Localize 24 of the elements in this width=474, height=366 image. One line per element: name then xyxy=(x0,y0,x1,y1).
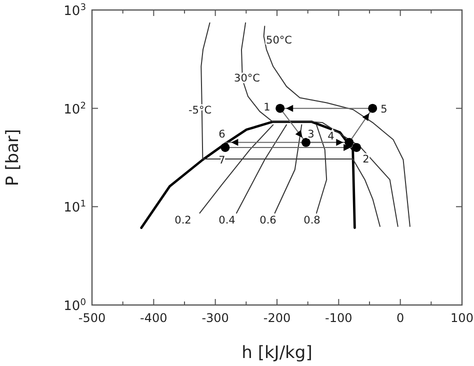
annotation: 50°C xyxy=(266,34,292,47)
y-tick-label: 10$^{0}$ xyxy=(64,298,86,314)
x-tick-label: -100 xyxy=(325,311,352,325)
y-tick-label: 10$^{2}$ xyxy=(64,101,86,118)
annotation: 0.8 xyxy=(304,214,320,227)
x-tick-label: 0 xyxy=(396,311,404,325)
annotation: 1 xyxy=(264,102,270,114)
y-axis-title: P [bar] xyxy=(3,128,23,186)
x-axis-title: h [kJ/kg] xyxy=(242,343,312,363)
y-tick-label: 10$^{1}$ xyxy=(64,200,86,216)
x-tick-label: -400 xyxy=(140,311,168,325)
x-tick-label: -300 xyxy=(202,311,229,325)
annotation: 0.6 xyxy=(260,214,277,227)
annotation: 4 xyxy=(328,130,335,143)
x-tick-label: -200 xyxy=(263,311,291,325)
annotation: 5 xyxy=(380,104,388,116)
annotation: 6 xyxy=(218,128,226,141)
annotation: 0.2 xyxy=(174,214,192,227)
annotation: 0.4 xyxy=(218,214,236,227)
x-tick-label: 100 xyxy=(450,311,474,325)
annotation: 3 xyxy=(308,128,314,141)
annotation: 2 xyxy=(362,154,370,166)
y-tick-label: 10$^{3}$ xyxy=(64,3,86,19)
x-tick-label: -500 xyxy=(78,311,106,325)
